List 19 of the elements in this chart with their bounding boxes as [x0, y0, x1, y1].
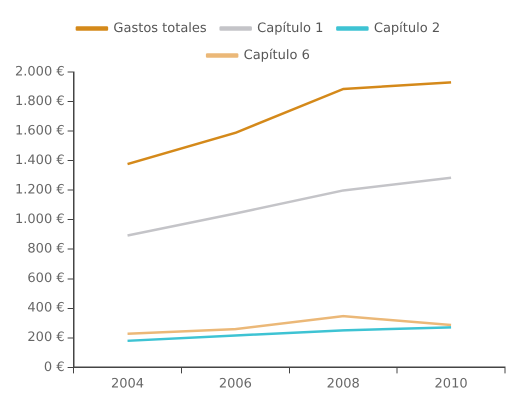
y-tick-label: 1.200 €	[14, 182, 65, 198]
x-tick-label: 2004	[110, 376, 144, 392]
y-tick-label: 1.800 €	[14, 94, 65, 109]
y-tick-label: 2.000 €	[14, 64, 65, 80]
x-tick-label: 2008	[326, 376, 360, 392]
y-tick-label: 1.000 €	[14, 212, 65, 228]
y-tick-label: 200 €	[27, 330, 65, 346]
y-tick-label: 800 €	[27, 242, 65, 257]
legend-label: Capítulo 6	[244, 48, 310, 63]
legend-label: Gastos totales	[113, 20, 207, 36]
x-tick-label: 2010	[434, 376, 468, 392]
y-tick-label: 1.600 €	[14, 123, 65, 138]
legend-label: Capítulo 2	[374, 20, 440, 36]
legend-label: Capítulo 1	[257, 20, 324, 36]
y-tick-label: 1.400 €	[14, 152, 65, 168]
y-tick-label: 400 €	[27, 300, 65, 316]
x-tick-label: 2006	[218, 376, 252, 392]
y-tick-label: 0 €	[44, 360, 65, 375]
y-tick-label: 600 €	[27, 271, 65, 286]
